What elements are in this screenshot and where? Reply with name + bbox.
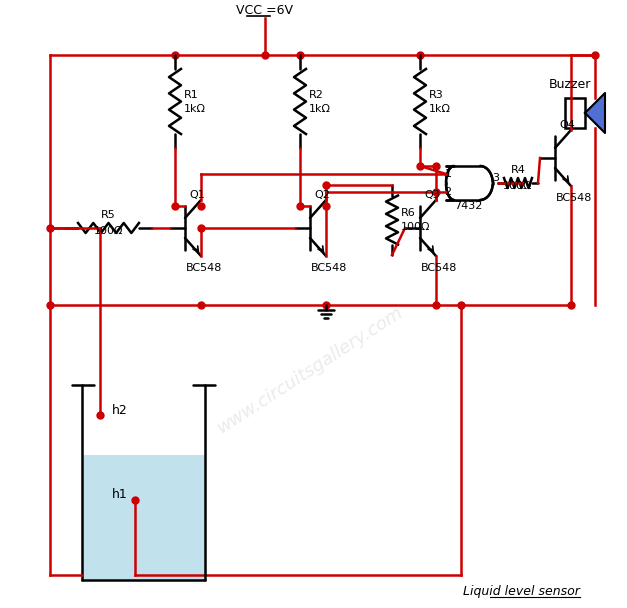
Text: BC548: BC548: [556, 193, 593, 203]
Text: BC548: BC548: [421, 263, 457, 273]
Text: Q4: Q4: [559, 120, 575, 130]
Text: R6: R6: [401, 208, 416, 218]
Text: R3: R3: [429, 89, 444, 100]
Text: R5: R5: [101, 210, 116, 220]
Text: Q3: Q3: [424, 190, 440, 200]
Bar: [82, 455, 205, 580]
Text: Buzzer: Buzzer: [549, 78, 591, 91]
Text: BC548: BC548: [311, 263, 347, 273]
Text: 1kΩ: 1kΩ: [184, 103, 206, 114]
Polygon shape: [585, 93, 605, 133]
Text: 2: 2: [445, 187, 451, 197]
Text: 1: 1: [445, 169, 451, 179]
Text: R2: R2: [309, 89, 324, 100]
Text: Q1: Q1: [189, 190, 205, 200]
Text: R4: R4: [510, 165, 525, 175]
Text: 7432: 7432: [454, 201, 482, 211]
Text: R1: R1: [184, 89, 199, 100]
Text: www.circuitsgallery.com: www.circuitsgallery.com: [214, 303, 406, 437]
Text: 1kΩ: 1kΩ: [429, 103, 451, 114]
Text: 1kΩ: 1kΩ: [309, 103, 331, 114]
Text: 100Ω: 100Ω: [401, 222, 431, 232]
Text: 100Ω: 100Ω: [94, 226, 124, 236]
Text: 3: 3: [492, 173, 499, 183]
Bar: [565, 98, 585, 128]
Text: 100Ω: 100Ω: [503, 181, 533, 191]
Text: Liquid level sensor: Liquid level sensor: [463, 586, 580, 598]
Text: VCC =6V: VCC =6V: [236, 4, 293, 16]
Text: BC548: BC548: [186, 263, 223, 273]
Text: Q2: Q2: [314, 190, 330, 200]
Text: h2: h2: [112, 404, 128, 416]
Text: h1: h1: [112, 488, 128, 502]
